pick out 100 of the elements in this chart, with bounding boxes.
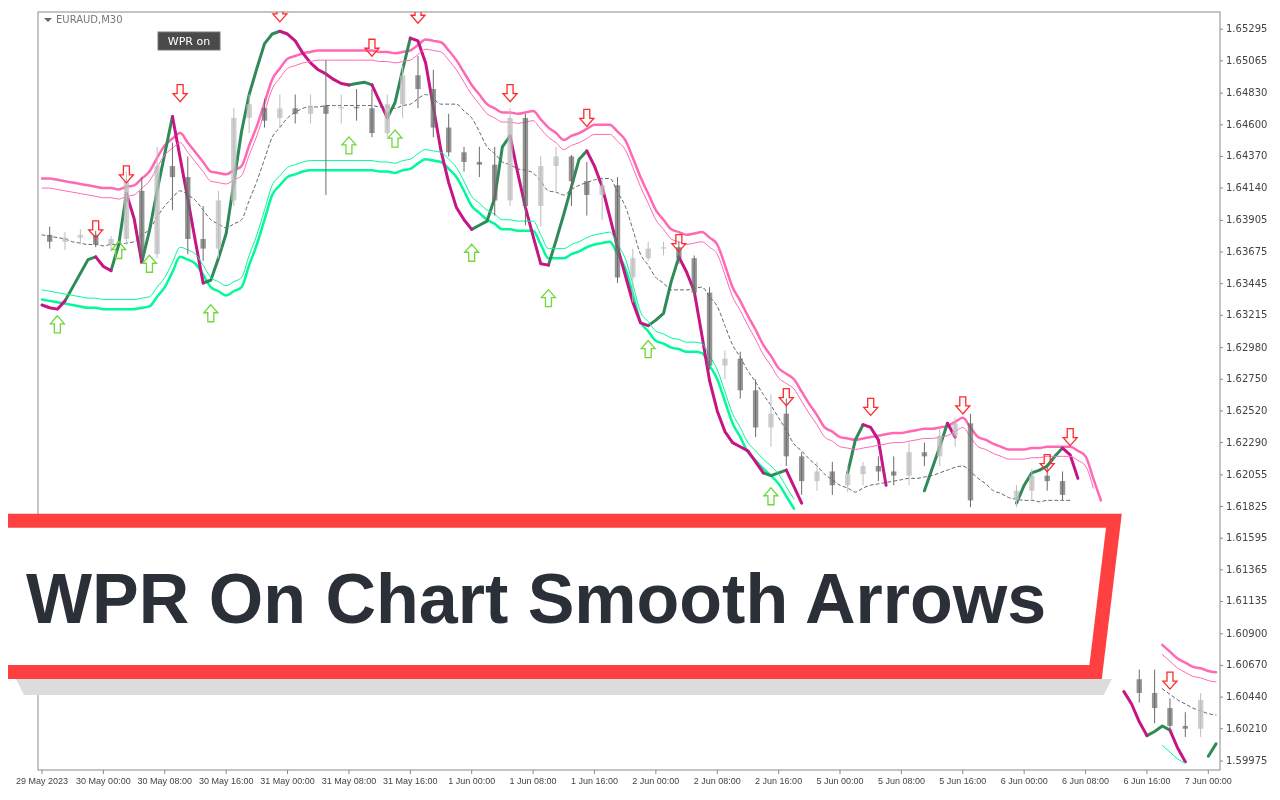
y-tick-label: 1.61365 (1226, 563, 1268, 575)
point (863, 397, 879, 416)
x-tick-label: 5 Jun 00:00 (816, 776, 864, 786)
x-tick-label: 2 Jun 00:00 (632, 776, 680, 786)
y-tick-label: 1.64140 (1226, 182, 1268, 194)
y-tick-label: 1.64600 (1226, 118, 1268, 130)
x-tick-label: 1 Jun 08:00 (509, 776, 557, 786)
x-tick-label: 1 Jun 00:00 (448, 776, 496, 786)
candlestick (1059, 470, 1066, 501)
candlestick (599, 176, 605, 221)
point (341, 136, 357, 155)
candlestick (645, 241, 651, 262)
y-tick-label: 1.62055 (1226, 468, 1268, 480)
candlestick (1029, 468, 1035, 501)
candlestick (1136, 669, 1142, 704)
x-tick-label: 31 May 16:00 (383, 776, 438, 786)
candlestick (108, 235, 114, 252)
x-tick-label: 6 Jun 08:00 (1062, 776, 1110, 786)
point (464, 243, 480, 262)
x-tick-label: 5 Jun 16:00 (939, 776, 987, 786)
x-tick-label: 29 May 2023 (15, 776, 69, 786)
point (49, 315, 65, 334)
y-tick-label: 1.65065 (1226, 54, 1268, 66)
candlestick (952, 417, 958, 448)
candlestick (891, 455, 897, 486)
x-tick-label: 30 May 08:00 (137, 776, 193, 786)
x-tick-label: 2 Jun 16:00 (755, 776, 803, 786)
x-tick-label: 31 May 00:00 (260, 776, 315, 786)
candlestick (415, 55, 421, 109)
point (540, 288, 557, 308)
candlestick (921, 442, 928, 467)
candlestick (845, 465, 851, 493)
y-tick-label: 1.64370 (1226, 150, 1268, 162)
point (640, 339, 656, 359)
candlestick (584, 161, 590, 217)
y-tick-label: 1.61135 (1226, 595, 1268, 607)
y-tick-label: 1.62290 (1226, 436, 1268, 448)
point (579, 108, 595, 128)
y-tick-label: 1.62750 (1226, 373, 1268, 385)
y-tick-label: 1.60670 (1226, 659, 1268, 671)
x-tick-label: 30 May 16:00 (198, 776, 254, 786)
y-tick-label: 1.63445 (1226, 277, 1268, 289)
candlestick (768, 393, 774, 448)
point (778, 388, 794, 407)
candlestick (937, 426, 943, 467)
y-tick-label: 1.61825 (1226, 500, 1268, 512)
candlestick (553, 146, 559, 192)
y-tick-label: 1.63215 (1226, 309, 1268, 321)
candlestick (860, 461, 866, 486)
y-tick-label: 1.63905 (1226, 214, 1268, 226)
candlestick (1167, 697, 1173, 734)
x-tick-label: 2 Jun 08:00 (693, 776, 741, 786)
candlestick (200, 205, 206, 262)
candlestick (277, 94, 283, 129)
point (671, 233, 687, 253)
point (141, 254, 158, 273)
x-tick-label: 30 May 00:00 (76, 776, 131, 786)
point (364, 38, 380, 57)
y-tick-label: 1.60210 (1226, 722, 1268, 734)
candlestick (246, 94, 252, 134)
point (1039, 454, 1055, 473)
x-tick-label: 1 Jun 16:00 (570, 776, 618, 786)
y-tick-label: 1.59975 (1226, 755, 1268, 767)
candlestick (261, 98, 268, 129)
point (502, 84, 518, 103)
point (1162, 671, 1178, 690)
y-tick-label: 1.62520 (1226, 404, 1268, 416)
point (111, 240, 127, 260)
y-tick-label: 1.60900 (1226, 627, 1268, 639)
y-tick-label: 1.60440 (1226, 691, 1268, 703)
point (203, 304, 219, 323)
y-tick-label: 1.63675 (1226, 246, 1268, 258)
point (118, 165, 135, 184)
candlestick (323, 59, 329, 196)
y-tick-label: 1.62980 (1226, 341, 1268, 353)
point (88, 220, 104, 239)
candlestick (62, 231, 68, 251)
candlestick (461, 146, 467, 173)
candlestick (1182, 711, 1188, 738)
x-tick-label: 7 Jun 00:00 (1184, 776, 1232, 786)
candlestick (307, 94, 314, 124)
y-tick-label: 1.61595 (1226, 532, 1268, 544)
candlestick (292, 94, 298, 124)
point (387, 129, 403, 148)
candlestick (906, 442, 912, 486)
point (763, 487, 779, 506)
x-tick-label: 31 May 08:00 (321, 776, 377, 786)
candlestick (476, 146, 483, 178)
candlestick (829, 461, 836, 496)
x-tick-label: 6 Jun 16:00 (1123, 776, 1171, 786)
point (172, 84, 188, 103)
y-tick-label: 1.65295 (1226, 23, 1268, 35)
candlestick (630, 248, 636, 303)
candlestick (46, 226, 53, 250)
candlestick (1151, 669, 1158, 724)
x-tick-label: 5 Jun 08:00 (877, 776, 925, 786)
point (955, 396, 971, 415)
y-tick-label: 1.64830 (1226, 87, 1268, 99)
annotation: WPR on (167, 35, 211, 48)
chart-subtitle: EURAUD,M30 (56, 14, 123, 25)
